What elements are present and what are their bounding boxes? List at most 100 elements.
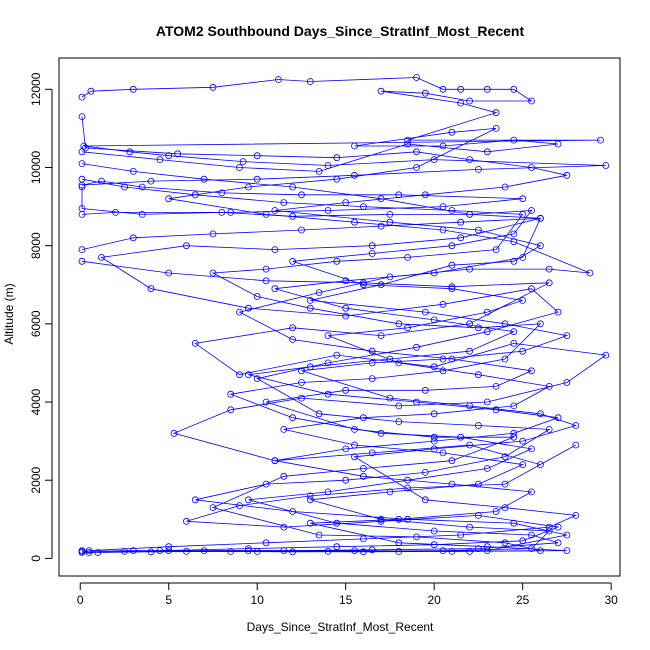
series-line [81,187,551,553]
data-point [182,242,190,250]
data-point [510,433,518,441]
data-point [78,246,86,254]
data-point [545,279,553,287]
data-point [457,234,465,242]
data-point [342,199,350,207]
y-tick-label: 0 [29,555,43,562]
data-point [138,210,146,218]
data-point [209,83,217,91]
data-point [236,308,243,316]
data-point [528,97,535,105]
data-point [421,496,429,504]
data-point [218,189,226,197]
data-point [78,113,86,120]
data-point [448,480,456,488]
data-point [466,156,474,164]
data-point [448,283,456,291]
data-point [324,488,332,496]
data-point [510,339,518,347]
data-point [457,531,465,539]
x-axis: 0 5 10 15 20 25 30 [77,582,618,607]
data-point [545,523,553,531]
data-point [510,519,518,527]
data-point [262,539,270,547]
data-point [466,347,474,355]
data-point [519,253,527,261]
data-point [395,320,403,328]
x-tick-label: 10 [251,593,265,607]
data-point [298,394,305,402]
y-tick-label: 4000 [29,388,43,415]
data-point [528,285,535,293]
data-point [404,484,412,492]
series-4 [78,124,594,555]
data-point [274,76,282,83]
data-point [306,492,314,500]
data-point [165,152,173,160]
series-line [81,77,606,215]
data-point [359,279,367,287]
data-point [174,150,182,158]
data-point [492,508,500,515]
data-point [474,324,482,332]
data-point [501,183,509,191]
data-point [333,351,341,359]
data-point [439,355,447,363]
data-point [554,140,562,148]
series-line [81,260,607,553]
data-point [236,164,243,171]
data-point [262,277,270,285]
x-tick-label: 5 [165,593,172,607]
data-point [586,269,594,277]
data-point [448,285,456,293]
data-point [492,406,500,414]
data-point [483,398,491,406]
data-point [537,214,544,222]
data-point [78,148,86,156]
x-tick-label: 20 [428,593,442,607]
data-point [537,242,544,250]
data-point [430,437,438,445]
data-point [563,547,571,554]
data-point [359,414,367,422]
data-point [218,208,226,216]
data-point [262,480,270,488]
data-point [492,124,500,132]
data-point [200,175,208,183]
data-point [466,402,474,410]
data-point [333,543,341,551]
data-point [510,429,518,437]
data-point [430,433,438,441]
data-point [395,359,403,367]
data-point [545,425,553,433]
data-point [466,97,474,105]
data-point [306,496,314,504]
data-point [501,453,509,461]
data-point [126,148,134,156]
data-point [501,355,509,363]
data-point [448,128,456,136]
data-point [271,207,279,214]
data-point [448,242,456,250]
data-point [528,367,535,375]
data-point [121,183,128,191]
data-point [333,154,341,162]
data-point [395,418,403,426]
series-7 [78,183,553,556]
data-point [342,277,350,285]
data-point [519,195,527,203]
data-point [554,308,562,316]
data-point [474,422,482,429]
series-1 [78,74,610,218]
data-point [395,402,403,410]
data-point [315,531,323,539]
data-point [466,548,474,555]
data-point [191,339,199,347]
data-point [227,390,235,398]
data-point [209,269,217,277]
data-point [492,109,500,117]
data-point [492,382,500,390]
data-point [430,269,438,277]
